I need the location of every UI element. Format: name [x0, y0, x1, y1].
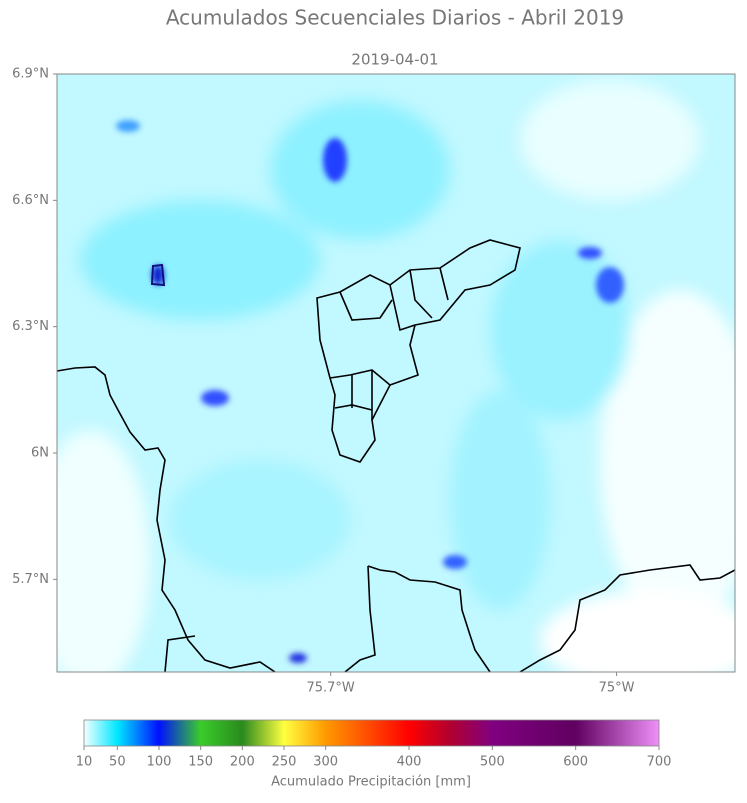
map-field: [57, 74, 735, 672]
colorbar-tick-label: 250: [272, 755, 297, 770]
colorbar-tick-label: 700: [647, 755, 672, 770]
title: Acumulados Secuenciales Diarios - Abril …: [166, 6, 624, 30]
colorbar-tick-label: 50: [109, 755, 126, 770]
x-tick-label: 75°W: [599, 681, 635, 696]
subtitle: 2019-04-01: [351, 51, 438, 69]
colorbar-tick-label: 600: [563, 755, 588, 770]
colorbar-tick-label: 10: [76, 755, 93, 770]
colorbar-label: Acumulado Precipitación [mm]: [271, 775, 471, 790]
colorbar-tick-label: 300: [313, 755, 338, 770]
colorbar-tick-label: 100: [147, 755, 172, 770]
y-tick-label: 6N: [31, 446, 49, 461]
map-frame: [56, 73, 736, 673]
y-tick-label: 6.6°N: [12, 193, 49, 208]
y-tick-label: 6.3°N: [12, 319, 49, 334]
colorbar: [83, 719, 660, 747]
colorbar-tick-label: 400: [397, 755, 422, 770]
x-tick-label: 75.7°W: [306, 681, 354, 696]
colorbar-tick-label: 200: [230, 755, 255, 770]
colorbar-tick-label: 150: [188, 755, 213, 770]
y-tick-label: 6.9°N: [12, 67, 49, 82]
y-tick-label: 5.7°N: [12, 572, 49, 587]
colorbar-tick-label: 500: [480, 755, 505, 770]
